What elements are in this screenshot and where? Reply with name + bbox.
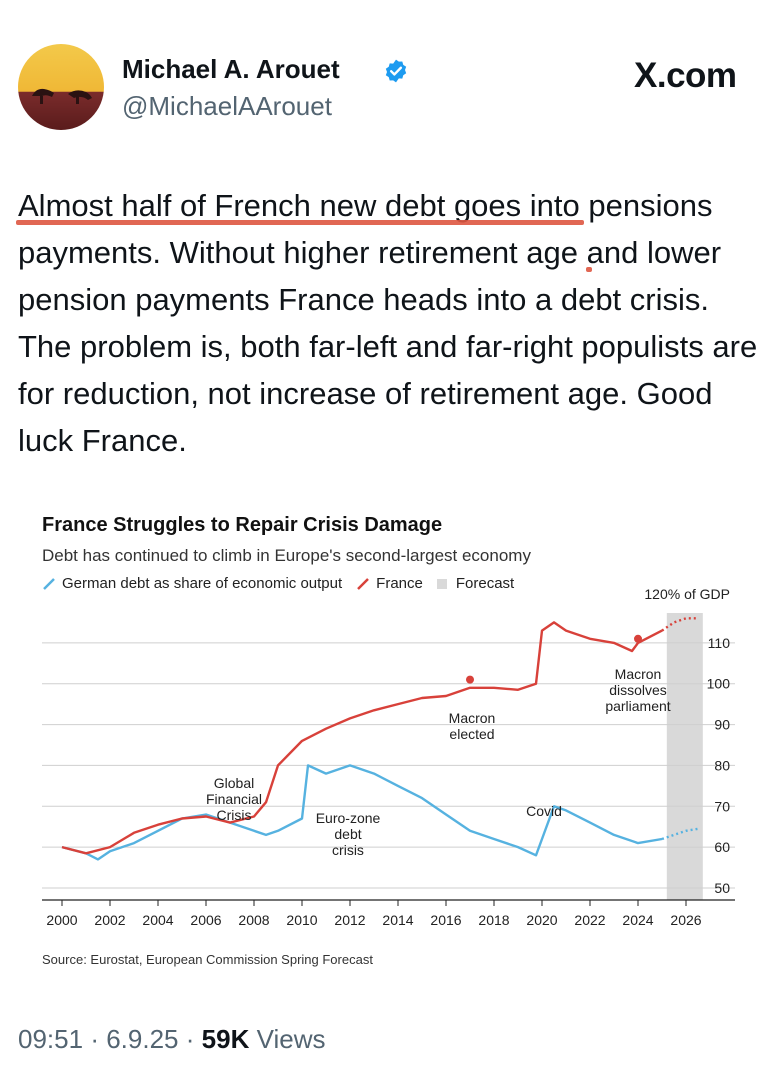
- chart-image: 50 60 70 80 90 100 110 120% of GDP 2000 2002 2004 2…: [0, 505, 784, 985]
- verified-badge-icon: [385, 59, 407, 83]
- legend-forecast-label: Forecast: [455, 575, 515, 592]
- separator: ·: [90, 1024, 99, 1054]
- annotation-marker: [466, 675, 474, 684]
- legend-germany-label: German debt as share of economic output: [62, 575, 343, 592]
- chart-title: France Struggles to Repair Crisis Damage: [42, 514, 443, 536]
- post-text: Almost half of French new debt goes into…: [18, 182, 770, 464]
- avatar[interactable]: [18, 44, 104, 130]
- highlight-line-1: Almost half of French new debt goes into: [18, 188, 580, 223]
- y-tick-label: 70: [714, 798, 730, 814]
- x-tick-label: 2004: [142, 912, 173, 928]
- y-tick-label: 120% of GDP: [644, 586, 730, 602]
- x-tick-label: 2002: [94, 912, 125, 928]
- annotation-gfc: Financial: [206, 791, 262, 807]
- forecast-band: [666, 613, 703, 900]
- x-tick-label: 2006: [190, 912, 221, 928]
- y-tick-label: 100: [707, 676, 731, 692]
- x-tick-label: 2012: [334, 912, 365, 928]
- highlight-line-2: pensions payments.: [18, 188, 713, 270]
- x-tick-label: 2016: [430, 912, 461, 928]
- france-swatch-icon: [357, 577, 370, 590]
- france-series-line: [61, 621, 663, 855]
- annotation-euro-crisis: Euro-zone: [316, 810, 381, 826]
- legend-germany: German debt as share of economic output: [42, 575, 342, 592]
- post-body: Without higher retirement age and lower …: [18, 235, 758, 458]
- post-meta: 09:51 · 6.9.25 · 59K Views: [18, 1024, 325, 1055]
- annotation-euro-crisis: debt: [334, 826, 361, 842]
- avatar-image: [18, 44, 104, 130]
- legend-france: France: [356, 575, 423, 592]
- annotation-macron-dissolves: dissolves: [609, 682, 667, 698]
- site-label: X.com: [634, 56, 737, 95]
- y-tick-label: 110: [708, 635, 731, 651]
- y-tick-label: 90: [714, 717, 730, 733]
- annotation-macron-elected: Macron: [449, 710, 496, 726]
- y-tick-label: 80: [714, 757, 730, 773]
- chart-source: Source: Eurostat, European Commission Sp…: [42, 952, 373, 967]
- x-tick-label: 2010: [286, 912, 317, 928]
- france-forecast-line: [661, 617, 698, 632]
- post-time[interactable]: 09:51: [18, 1024, 84, 1054]
- x-tick-label: 2024: [622, 912, 653, 928]
- legend-france-label: France: [376, 575, 423, 592]
- x-tick-label: 2018: [478, 912, 509, 928]
- annotation-macron-dissolves: Macron: [615, 666, 662, 682]
- forecast-swatch-icon: [436, 578, 447, 589]
- y-tick-label: 50: [714, 880, 730, 896]
- post-date[interactable]: 6.9.25: [106, 1024, 179, 1054]
- author-handle[interactable]: @MichaelAArouet: [122, 91, 332, 121]
- annotation-macron-elected: elected: [449, 726, 494, 742]
- views-count: 59K: [201, 1024, 250, 1054]
- germany-series-line: [61, 764, 663, 861]
- author-name[interactable]: Michael A. Arouet: [122, 54, 340, 84]
- chart-legend: German debt as share of economic output …: [42, 575, 528, 592]
- annotation-gfc: Global: [214, 775, 254, 791]
- germany-swatch-icon: [43, 577, 55, 590]
- x-tick-label: 2026: [670, 912, 701, 928]
- x-tick-label: 2014: [382, 912, 413, 928]
- annotation-marker: [634, 634, 642, 643]
- legend-forecast: Forecast: [436, 575, 515, 592]
- annotation-covid: Covid: [526, 803, 562, 819]
- y-tick-label: 60: [714, 839, 730, 855]
- x-tick-label: 2022: [574, 912, 605, 928]
- x-tick-label: 2020: [526, 912, 557, 928]
- chart-subtitle: Debt has continued to climb in Europe's …: [42, 546, 531, 565]
- annotation-euro-crisis: crisis: [332, 842, 364, 858]
- x-tick-label: 2008: [238, 912, 269, 928]
- x-tick-label: 2000: [46, 912, 77, 928]
- germany-forecast-line: [661, 827, 699, 841]
- annotation-macron-dissolves: parliament: [605, 698, 670, 714]
- views-label: Views: [256, 1024, 326, 1054]
- separator: ·: [185, 1024, 195, 1054]
- annotation-gfc: Crisis: [217, 807, 252, 823]
- chart-plot: 50 60 70 80 90 100 110 120% of GDP 2000 2002 2004 2…: [42, 586, 735, 928]
